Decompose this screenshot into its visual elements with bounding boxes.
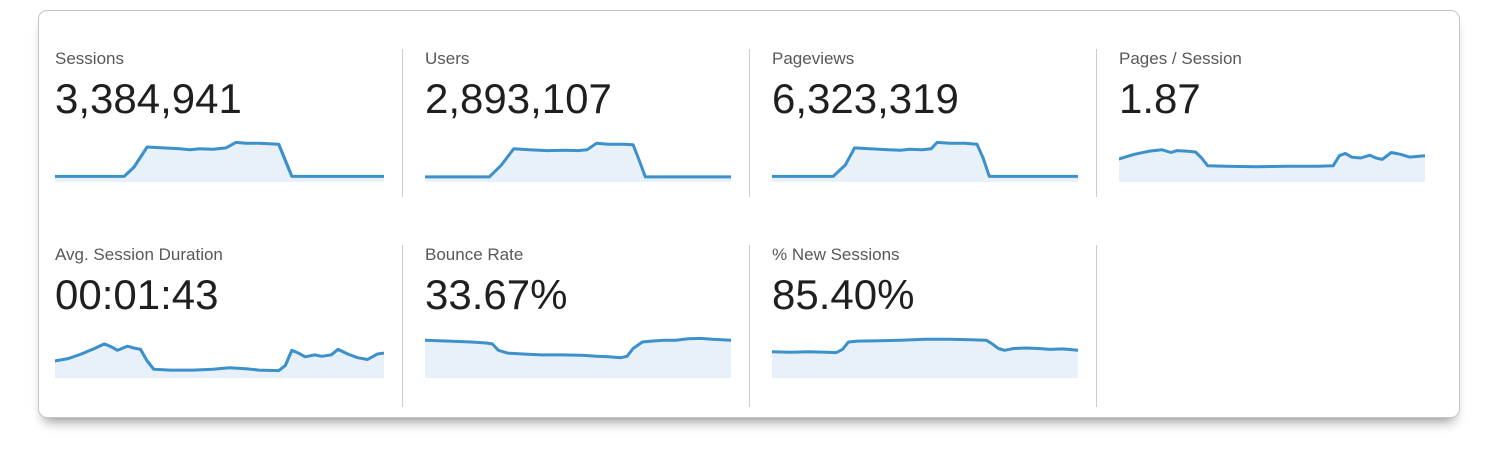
metrics-grid: Sessions 3,384,941 Users 2,893,107 Pagev… — [55, 49, 1443, 407]
metric-sparkline — [772, 140, 1078, 182]
metric-cell[interactable]: % New Sessions 85.40% — [749, 245, 1096, 407]
metric-value: 6,323,319 — [772, 75, 959, 122]
metric-sparkline — [772, 337, 1078, 378]
metrics-scorecard: Sessions 3,384,941 Users 2,893,107 Pagev… — [38, 10, 1460, 418]
metric-label: Pageviews — [772, 49, 855, 68]
metric-cell[interactable]: Pageviews 6,323,319 — [749, 49, 1096, 197]
metric-sparkline — [55, 342, 384, 378]
empty-cell — [1096, 245, 1443, 407]
metric-label: Sessions — [55, 49, 124, 68]
metric-value: 2,893,107 — [425, 75, 612, 122]
metric-sparkline — [425, 141, 731, 182]
metric-sparkline — [55, 140, 384, 182]
metric-sparkline — [425, 336, 731, 378]
metric-value: 85.40% — [772, 271, 915, 318]
metric-sparkline — [1119, 148, 1425, 182]
metric-value: 1.87 — [1119, 75, 1201, 122]
metric-cell[interactable]: Avg. Session Duration 00:01:43 — [55, 245, 402, 407]
metric-label: Users — [425, 49, 470, 68]
metric-cell[interactable]: Sessions 3,384,941 — [55, 49, 402, 197]
metric-label: Pages / Session — [1119, 49, 1242, 68]
metric-cell[interactable]: Users 2,893,107 — [402, 49, 749, 197]
metric-label: Avg. Session Duration — [55, 245, 223, 264]
metric-cell[interactable]: Pages / Session 1.87 — [1096, 49, 1443, 197]
metric-label: % New Sessions — [772, 245, 900, 264]
metric-cell[interactable]: Bounce Rate 33.67% — [402, 245, 749, 407]
metric-value: 00:01:43 — [55, 271, 219, 318]
metric-value: 3,384,941 — [55, 75, 242, 122]
metric-value: 33.67% — [425, 271, 568, 318]
metric-label: Bounce Rate — [425, 245, 524, 264]
